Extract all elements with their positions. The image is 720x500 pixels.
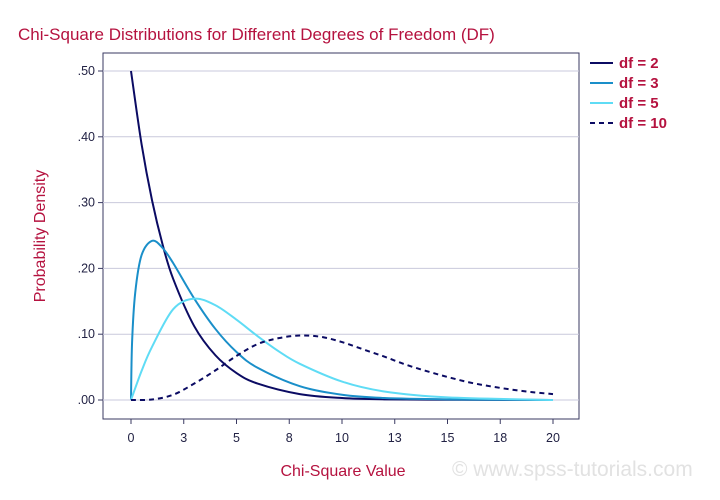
x-axis-title: Chi-Square Value [280, 463, 405, 480]
legend-label: df = 5 [619, 95, 659, 112]
chart-title: Chi-Square Distributions for Different D… [18, 25, 495, 44]
y-tick-label: .10 [78, 327, 95, 341]
legend-label: df = 3 [619, 75, 659, 92]
x-tick-label: 5 [233, 431, 240, 445]
series-line-1 [130, 70, 554, 401]
legend: df = 2 df = 3 df = 5 df = 10 [590, 55, 667, 132]
series-line-2 [130, 239, 554, 401]
x-tick-label: 18 [493, 431, 507, 445]
y-tick-label: .40 [78, 130, 95, 144]
plot-frame [102, 52, 580, 420]
plot-area: 0 3 5 8 10 13 15 18 20 .00 .10 .20 .30 .40 .50 [78, 52, 580, 445]
series-line-3 [130, 297, 554, 401]
y-tick-label: .20 [78, 261, 95, 275]
series-line-4 [130, 334, 554, 402]
x-tick-label: 20 [546, 431, 560, 445]
watermark: © www.spss-tutorials.com [452, 458, 693, 481]
y-axis-title: Probability Density [32, 170, 49, 303]
legend-label: df = 10 [619, 115, 667, 132]
series-lines [130, 70, 554, 402]
x-tick-label: 8 [286, 431, 293, 445]
x-axis-ticks: 0 3 5 8 10 13 15 18 20 [128, 419, 560, 445]
y-tick-label: .50 [78, 64, 95, 78]
legend-label: df = 2 [619, 55, 659, 72]
x-tick-label: 3 [180, 431, 187, 445]
x-tick-label: 10 [335, 431, 349, 445]
x-tick-label: 15 [441, 431, 455, 445]
y-axis-ticks: .00 .10 .20 .30 .40 .50 [78, 64, 103, 407]
y-tick-label: .30 [78, 196, 95, 210]
x-tick-label: 0 [128, 431, 135, 445]
x-tick-label: 13 [388, 431, 402, 445]
y-tick-label: .00 [78, 393, 95, 407]
